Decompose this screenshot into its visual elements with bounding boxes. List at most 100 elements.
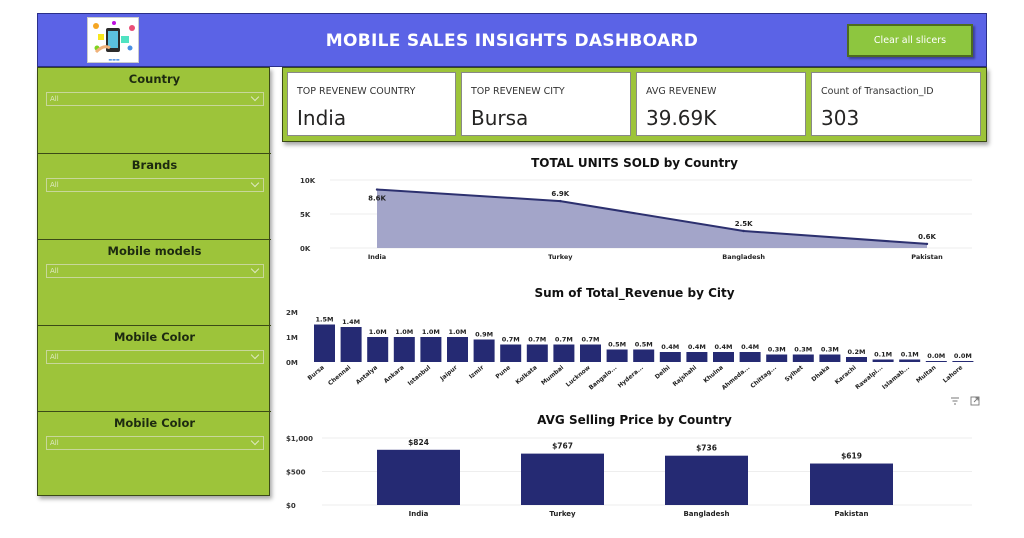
country-dropdown[interactable]: All [46,92,264,106]
kpi-card-avg-revenue[interactable]: AVG REVENEW 39.69K [636,72,806,136]
data-label: 1.0M [369,328,387,336]
x-tick-label: Jaipur [438,364,459,383]
data-label: $619 [841,452,862,461]
x-tick-label: Karachi [834,364,858,386]
filter-icon[interactable] [950,396,960,406]
y-tick-label: 2M [286,309,298,317]
chart-title: AVG Selling Price by Country [537,413,732,427]
data-point [375,188,379,191]
data-label: 0.9M [475,331,493,339]
avg-price-chart[interactable]: AVG Selling Price by Country $0 $500 $1,00… [282,408,987,523]
bar [686,352,708,362]
chevron-down-icon [250,436,260,446]
slicer-country: Country All [38,68,271,154]
x-tick-label: India [368,253,386,261]
bar [925,361,947,362]
x-tick-label: Delhi [654,364,672,381]
bar [500,344,522,362]
data-label: 0.3M [821,346,839,354]
slicer-brands: Brands All [38,154,271,240]
dropdown-value: All [50,439,59,447]
kpi-card-top-country[interactable]: TOP REVENEW COUNTRY India [287,72,456,136]
focus-mode-icon[interactable] [970,396,980,406]
x-tick-label: Lahore [942,364,964,384]
mobile-shopping-logo-icon: ▬▬▬ [87,17,139,63]
x-tick-label: Hydera... [617,364,645,389]
chevron-down-icon [250,350,260,360]
bar [952,361,974,362]
data-label: 0.7M [555,336,573,344]
x-tick-label: Chennai [327,364,352,387]
data-label: 8.6K [368,195,386,203]
revenue-by-city-svg: 0M 1M 2M 1.5M Bursa 1.4M Chennai 1.0M Antalya 1.0… [286,309,974,392]
data-label: 0.4M [715,343,733,351]
data-label: 0.7M [528,336,546,344]
x-tick-label: Khulna [702,364,725,385]
x-tick-label: Istanbul [407,364,433,387]
x-tick-label: Pakistan [911,253,943,261]
x-tick-label: Rawalpi... [854,364,884,391]
data-point [925,242,929,246]
x-tick-label: Ahmeda... [721,364,752,391]
y-tick-label: $1,000 [286,435,313,443]
chevron-down-icon [250,92,260,102]
bar [633,349,655,362]
bar [713,352,734,362]
dashboard-title: MOBILE SALES INSIGHTS DASHBOARD [325,31,699,51]
area-fill [377,189,927,248]
dashboard-header: ▬▬▬ MOBILE SALES INSIGHTS DASHBOARD Clea… [37,13,987,67]
x-tick-label: Sylhet [784,364,805,383]
data-label: 0.4M [661,343,679,351]
slicer-title: Mobile Color [113,330,196,344]
kpi-value: India [297,106,347,130]
slicer-panel: Country All Brands All Mobile models All… [37,67,271,496]
x-tick-label: Multan [915,364,938,384]
units-sold-chart[interactable]: TOTAL UNITS SOLD by Country 0K 5K 10K 8.6K I… [282,150,987,268]
data-label: 0.0M [954,352,972,360]
mobile-color-dropdown-2[interactable]: All [46,436,264,450]
bar [420,337,442,362]
revenue-by-city-chart[interactable]: Sum of Total_Revenue by City 0M 1M 2M 1.5M B… [282,280,987,398]
x-tick-label: Chittag... [749,364,778,390]
mobile-color-dropdown[interactable]: All [46,350,264,364]
y-tick-label: 5K [300,211,311,219]
bar [447,337,468,362]
kpi-value: 39.69K [646,106,717,130]
dropdown-value: All [50,267,59,275]
kpi-label: TOP REVENEW COUNTRY [297,86,416,97]
data-label: 0.0M [927,352,945,360]
bar [526,344,548,362]
clear-slicers-button[interactable]: Clear all slicers [847,24,973,57]
kpi-card-transaction-count[interactable]: Count of Transaction_ID 303 [811,72,981,136]
slicer-mobile-color: Mobile Color All [38,326,271,412]
kpi-value: Bursa [471,106,529,130]
brands-dropdown[interactable]: All [46,178,264,192]
data-label: 0.1M [874,351,892,359]
dropdown-value: All [50,181,59,189]
data-label: 6.9K [551,190,569,198]
x-tick-label: Ankara [383,364,406,385]
mobile-models-dropdown[interactable]: All [46,264,264,278]
x-tick-label: India [409,510,429,518]
data-label: 0.3M [768,346,786,354]
kpi-band: TOP REVENEW COUNTRY India TOP REVENEW CI… [282,67,987,142]
slicer-title: Mobile Color [113,416,196,430]
data-label: 0.7M [502,336,520,344]
bar [606,349,628,362]
data-label: 1.4M [342,318,360,326]
kpi-card-top-city[interactable]: TOP REVENEW CITY Bursa [461,72,631,136]
y-tick-label: 10K [300,177,316,185]
bar [314,324,335,362]
data-label: 2.5K [735,220,753,228]
units-sold-svg: 0K 5K 10K 8.6K India 6.9K Turkey 2.5K Bangladesh… [300,177,972,261]
x-tick-label: Turkey [548,253,573,261]
slicer-mobile-models: Mobile models All [38,240,271,326]
y-tick-label: 0K [300,245,311,253]
x-tick-label: Bangalo... [588,364,619,391]
x-tick-label: Bursa [306,364,325,382]
bar [367,337,389,362]
data-label: 1.0M [395,328,413,336]
bar [872,359,894,362]
bar [819,354,841,362]
bar [766,354,788,362]
